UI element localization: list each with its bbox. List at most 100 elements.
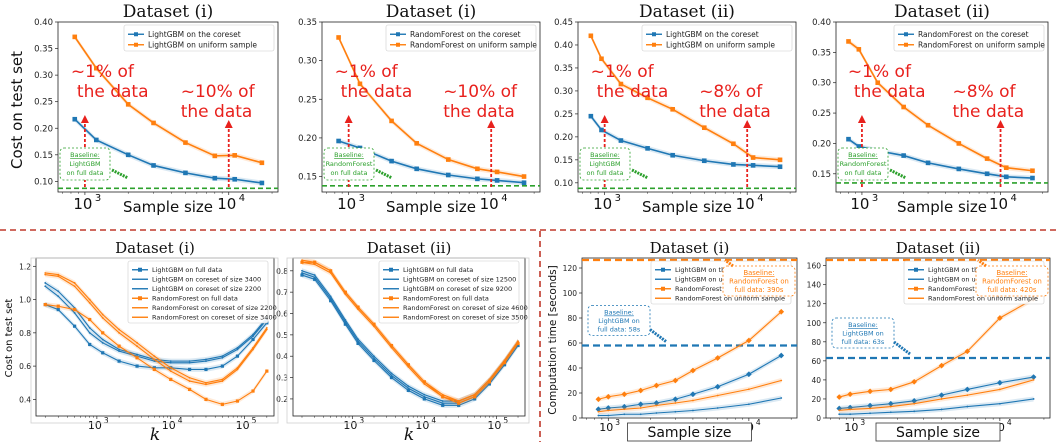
- legend-marker: [661, 287, 665, 291]
- data-point: [597, 415, 599, 417]
- y-tick-label: 0.4: [19, 395, 31, 404]
- y-tick-label: 140: [807, 281, 822, 290]
- baseline-callout-text: LightGBM: [589, 160, 620, 168]
- y-tick-label: 0.25: [298, 95, 317, 105]
- data-point: [89, 327, 91, 329]
- data-point: [640, 407, 642, 409]
- data-point: [495, 170, 500, 175]
- data-point: [265, 369, 268, 372]
- data-point: [189, 360, 191, 362]
- top-xlabel: Sample size: [897, 198, 987, 216]
- legend-marker: [904, 32, 908, 36]
- x-tick-exponent: 3: [615, 418, 620, 427]
- data-point: [391, 372, 393, 374]
- data-point: [189, 380, 191, 382]
- x-tick-exponent: 3: [359, 193, 365, 204]
- data-point: [640, 413, 642, 415]
- data-point: [857, 47, 862, 52]
- legend-marker: [389, 296, 393, 300]
- y-tick-label: 0.30: [34, 71, 53, 81]
- x-tick-exponent: 4: [1011, 193, 1017, 204]
- y-tick-label: 160: [807, 262, 822, 271]
- x-tick-exponent: 5: [252, 416, 257, 425]
- top-xlabel: Sample size: [386, 198, 476, 216]
- annotation-text: the data: [953, 102, 1025, 122]
- legend-marker: [138, 268, 142, 272]
- x-tick-exponent: 5: [503, 416, 508, 425]
- legend-label: LightGBM on coreset of size 2200: [152, 285, 261, 293]
- x-tick-label: 10: [337, 195, 356, 213]
- legend-marker: [134, 32, 138, 36]
- y-tick-label: 60: [811, 357, 821, 366]
- data-point: [232, 177, 237, 182]
- data-point: [731, 141, 736, 146]
- baseline-callout-text: LightGBM on: [598, 317, 640, 325]
- y-tick-label: 0.45: [554, 18, 573, 28]
- top-xlabel: Sample size: [642, 198, 732, 216]
- y-tick-label: 0.15: [812, 170, 831, 180]
- annotation-text: the data: [699, 102, 771, 122]
- data-point: [780, 380, 782, 382]
- x-tick-exponent: 4: [756, 418, 761, 427]
- data-point: [213, 154, 218, 159]
- baseline-callout-text: RandomForest on: [982, 278, 1042, 286]
- x-tick-exponent: 4: [757, 193, 763, 204]
- x-tick-label: 10: [217, 195, 236, 213]
- y-tick-label: 0.20: [554, 133, 573, 143]
- data-point: [169, 378, 172, 381]
- legend: RandomForest on the coresetRandomForest …: [894, 25, 1045, 51]
- bottom-left-xlabel: k: [404, 425, 414, 442]
- annotation-text: the data: [341, 82, 413, 102]
- data-point: [136, 342, 138, 344]
- data-point: [357, 306, 359, 308]
- data-point: [702, 125, 707, 130]
- data-point: [966, 406, 968, 408]
- data-point: [135, 365, 138, 368]
- data-point: [423, 381, 425, 383]
- x-tick-label: 10: [88, 419, 102, 432]
- data-point: [44, 303, 47, 306]
- legend-marker: [914, 287, 918, 291]
- baseline-callout-text: on full data: [845, 169, 882, 177]
- data-point: [751, 163, 756, 168]
- chart-title: Dataset (ii): [367, 239, 452, 257]
- data-point: [474, 394, 476, 396]
- data-point: [389, 159, 394, 164]
- y-tick-label: 0.20: [298, 134, 317, 144]
- x-tick-label: 10: [73, 195, 92, 213]
- data-point: [475, 167, 480, 172]
- y-tick-label: 100: [563, 289, 578, 298]
- baseline-callout-text: RandomForest: [840, 160, 887, 168]
- x-tick-exponent: 3: [615, 193, 621, 204]
- baseline-callout-text: on full data: [587, 169, 624, 177]
- data-point: [589, 33, 594, 38]
- baseline-callout-text: LightGBM on: [842, 330, 884, 338]
- data-point: [838, 409, 840, 411]
- baseline-callout-text: Baseline:: [590, 151, 620, 159]
- baseline-callout-text: on full data: [331, 169, 368, 177]
- y-tick-label: 0.30: [812, 79, 831, 89]
- y-tick-label: 0.35: [554, 64, 573, 74]
- data-point: [94, 138, 99, 143]
- data-point: [670, 153, 675, 158]
- data-point: [236, 399, 239, 402]
- data-point: [926, 123, 931, 128]
- data-point: [221, 403, 224, 406]
- data-point: [260, 160, 265, 165]
- data-point: [357, 338, 359, 340]
- data-point: [57, 290, 59, 292]
- x-tick-exponent: 3: [860, 418, 865, 427]
- y-tick-label: 20: [567, 389, 577, 398]
- data-point: [901, 153, 906, 158]
- baseline-callout-text: full data: 63s: [842, 338, 885, 346]
- chart-title: Dataset (ii): [894, 2, 990, 22]
- bottom-right-ylabel: Computation time [seconds]: [547, 265, 559, 414]
- legend: RandomForest on the coresetRandomForest …: [386, 25, 537, 51]
- legend-label: RandomForest on uniform sample: [410, 40, 537, 49]
- data-point: [849, 409, 851, 411]
- legend-label: RandomForest on coreset of size 3400: [152, 314, 277, 322]
- y-tick-label: 0.10: [554, 179, 573, 189]
- y-tick-label: 80: [567, 314, 577, 323]
- data-point: [102, 314, 104, 316]
- data-point: [101, 351, 104, 354]
